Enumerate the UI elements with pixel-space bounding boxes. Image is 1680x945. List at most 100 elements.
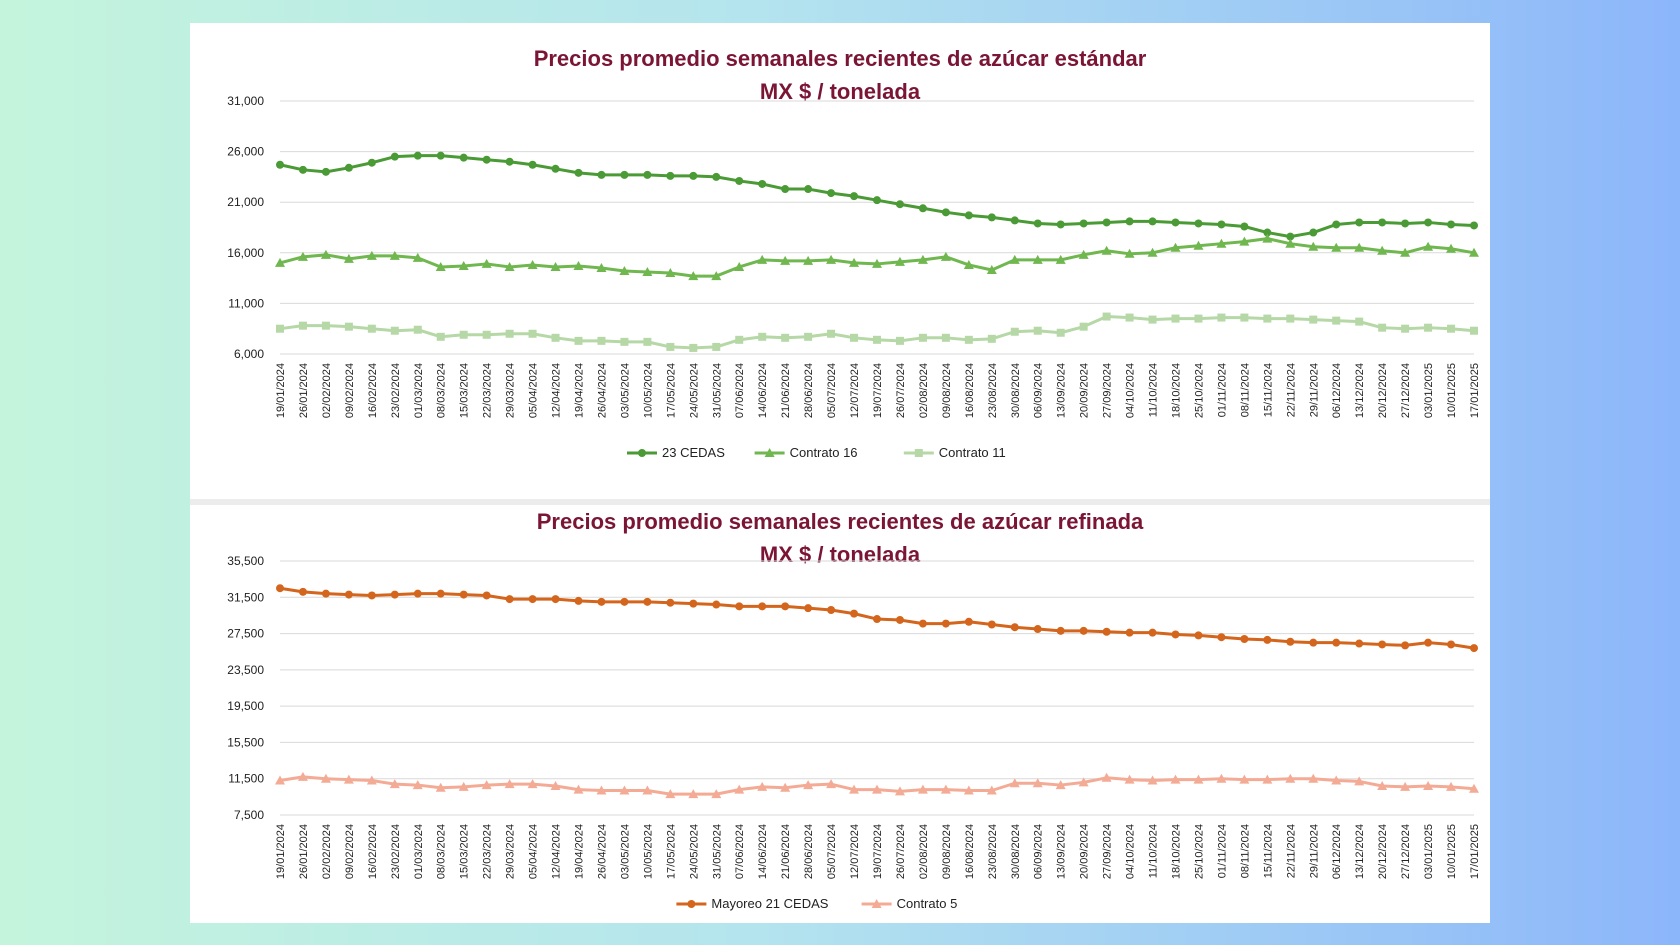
x-tick-label: 11/10/2024 (1148, 824, 1160, 878)
data-point (941, 619, 950, 628)
data-point (1171, 218, 1180, 227)
data-point (711, 271, 722, 281)
x-tick-label: 08/03/2024 (436, 363, 448, 418)
data-point (1400, 781, 1411, 791)
data-point (941, 333, 950, 342)
y-tick-label: 35,500 (227, 554, 264, 568)
data-point (1263, 635, 1272, 644)
data-point (574, 168, 583, 177)
data-point (1285, 238, 1296, 248)
x-tick-label: 19/04/2024 (574, 824, 586, 879)
data-point (1423, 241, 1434, 251)
data-point (1102, 312, 1111, 321)
data-point (1124, 774, 1135, 784)
x-tick-label: 13/09/2024 (1056, 363, 1068, 418)
data-point (940, 251, 951, 261)
data-point (1309, 315, 1318, 324)
data-point (1286, 232, 1295, 241)
data-point (963, 785, 974, 795)
x-tick-label: 07/06/2024 (734, 363, 746, 418)
x-tick-label: 03/01/2025 (1423, 363, 1435, 418)
data-point (850, 609, 859, 618)
data-point (574, 596, 583, 605)
data-point (757, 254, 768, 264)
data-point (849, 257, 860, 267)
x-tick-label: 12/07/2024 (849, 363, 861, 418)
data-point (435, 782, 446, 792)
data-point (596, 262, 607, 272)
data-point (826, 779, 837, 789)
data-point (1056, 328, 1065, 337)
data-point (459, 330, 468, 339)
x-tick-label: 19/01/2024 (275, 824, 287, 879)
data-point (1470, 644, 1478, 653)
data-point (940, 784, 951, 794)
x-tick-label: 18/10/2024 (1171, 824, 1183, 879)
data-point (781, 185, 790, 194)
data-point (458, 260, 469, 270)
x-tick-label: 16/02/2024 (367, 363, 379, 418)
data-point (804, 332, 813, 341)
x-tick-label: 03/05/2024 (619, 363, 631, 418)
data-point (1125, 313, 1134, 322)
chart-subtitle: MX $ / tonelada (760, 542, 921, 567)
data-point (344, 163, 353, 172)
data-point (366, 250, 377, 260)
data-point (917, 254, 928, 264)
data-point (1217, 633, 1226, 642)
data-point (1033, 326, 1042, 335)
data-point (276, 324, 284, 333)
y-tick-label: 26,000 (227, 145, 264, 159)
data-point (620, 337, 629, 346)
data-point (1148, 217, 1157, 226)
data-point (894, 256, 905, 266)
x-tick-label: 15/11/2024 (1262, 824, 1274, 878)
data-point (689, 171, 698, 180)
x-tick-label: 20/12/2024 (1377, 824, 1389, 879)
data-point (528, 595, 537, 604)
data-point (734, 261, 745, 271)
x-tick-label: 22/11/2024 (1285, 824, 1297, 878)
data-point (550, 780, 561, 790)
data-point (413, 325, 422, 334)
x-tick-label: 13/09/2024 (1056, 824, 1068, 879)
data-point (481, 780, 492, 790)
data-point (1147, 775, 1158, 785)
chart-title: Precios promedio semanales recientes de … (534, 46, 1147, 71)
data-point (435, 261, 446, 271)
series-3 (276, 312, 1478, 352)
data-point (1194, 631, 1203, 640)
data-point (1193, 240, 1204, 250)
x-tick-label: 24/05/2024 (688, 363, 700, 418)
x-tick-label: 17/01/2025 (1469, 363, 1481, 418)
x-tick-label: 20/12/2024 (1377, 363, 1389, 418)
data-point (276, 584, 284, 593)
data-point (895, 200, 904, 209)
data-point (1446, 781, 1457, 791)
data-point (781, 333, 790, 342)
data-point (1079, 219, 1088, 228)
x-tick-label: 14/06/2024 (757, 824, 769, 879)
data-point (1377, 245, 1388, 255)
data-point (482, 591, 491, 600)
data-point (1033, 219, 1042, 228)
x-tick-label: 10/05/2024 (642, 824, 654, 879)
data-point (986, 265, 997, 275)
data-point (344, 322, 353, 331)
data-point (1378, 218, 1387, 227)
x-tick-label: 04/10/2024 (1125, 824, 1137, 879)
data-point (1332, 638, 1341, 647)
x-tick-label: 29/11/2024 (1308, 363, 1320, 417)
x-tick-label: 28/06/2024 (803, 363, 815, 418)
y-tick-label: 21,000 (227, 195, 264, 209)
data-point (735, 335, 744, 344)
x-tick-label: 15/03/2024 (459, 824, 471, 879)
data-point (1378, 323, 1387, 332)
x-tick-label: 26/04/2024 (596, 363, 608, 418)
data-point (1102, 627, 1111, 636)
legend-marker (764, 448, 775, 457)
data-point (597, 170, 606, 179)
x-tick-label: 18/10/2024 (1171, 363, 1183, 418)
data-point (917, 784, 928, 794)
data-point (711, 789, 722, 799)
